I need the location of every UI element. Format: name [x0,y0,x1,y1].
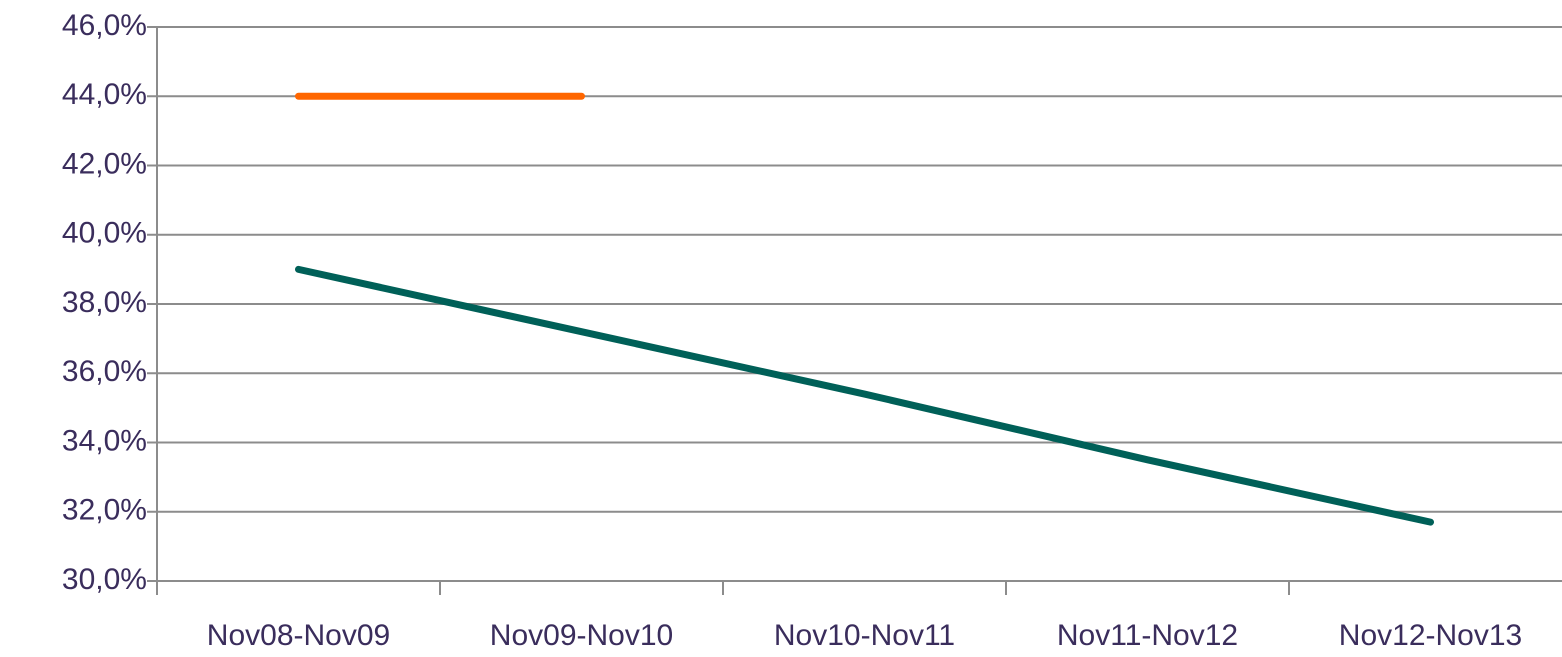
series-line [295,265,1434,526]
y-tick-label: 38,0% [62,286,147,319]
x-tick-label: Nov10-Nov11 [774,619,955,652]
x-tick-label: Nov11-Nov12 [1057,619,1238,652]
y-tick-label: 40,0% [62,217,147,250]
y-tick-label: 44,0% [62,78,147,111]
y-tick-label: 34,0% [62,424,147,457]
x-tick-label: Nov08-Nov09 [207,619,390,652]
x-tick-label: Nov09-Nov10 [490,619,673,652]
x-tick-label: Nov12-Nov13 [1339,619,1522,652]
y-tick-label: 46,0% [62,9,147,42]
y-tick-label: 36,0% [62,355,147,388]
y-tick-label: 32,0% [62,494,147,527]
y-tick-label: 42,0% [62,147,147,180]
y-tick-label: 30,0% [62,563,147,596]
